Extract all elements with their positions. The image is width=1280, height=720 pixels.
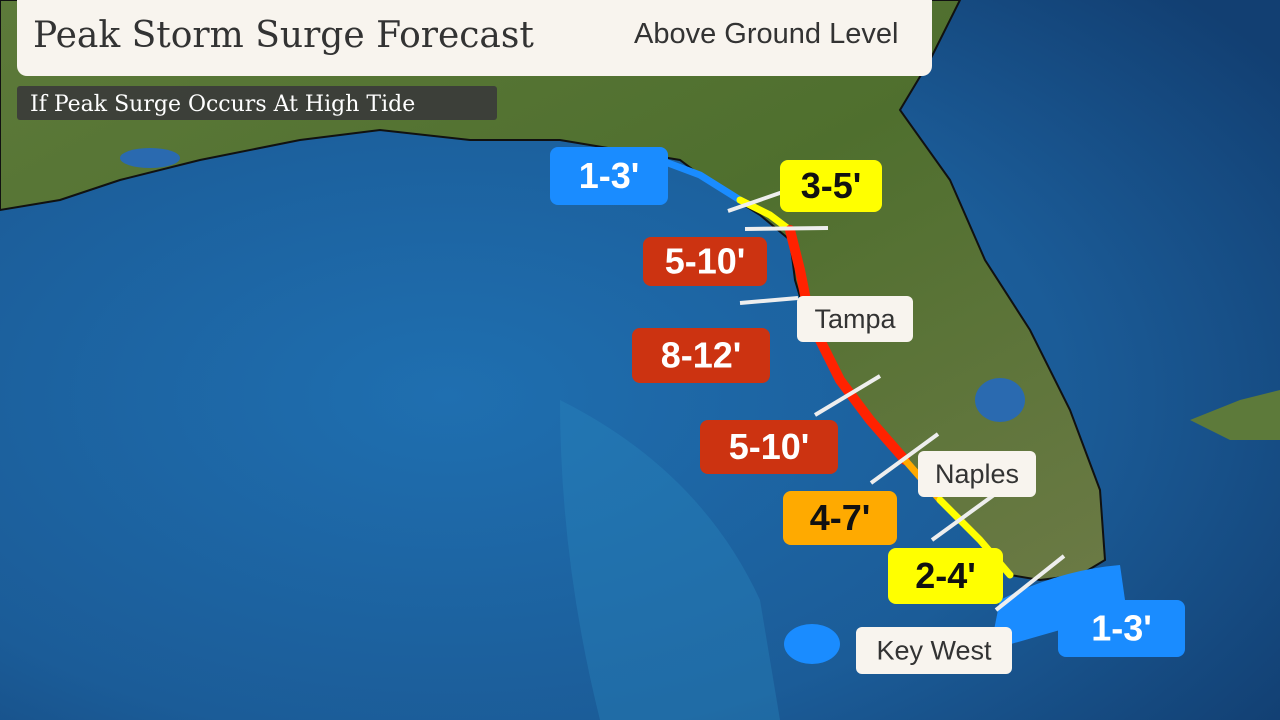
coast-surge — [785, 225, 910, 465]
subtitle-box — [17, 86, 497, 120]
title: Peak Storm Surge Forecast — [33, 15, 534, 56]
divider — [869, 432, 940, 485]
header-box — [17, 0, 932, 76]
divider — [744, 226, 829, 231]
surge-label-box — [643, 237, 767, 286]
surge-area — [784, 624, 840, 664]
divider — [739, 296, 799, 305]
surge-label: 4-7' — [810, 497, 871, 538]
surge-label: 1-3' — [579, 155, 640, 196]
surge-label-box — [783, 491, 897, 545]
surge-label-box — [888, 548, 1003, 604]
surge-label-box — [550, 147, 668, 205]
surge-label-box — [780, 160, 882, 212]
surge-label: 5-10' — [729, 426, 810, 467]
surge-label: 5-10' — [665, 241, 746, 282]
coast-surge — [656, 156, 744, 204]
lake — [120, 148, 180, 168]
city-label: Tampa — [814, 304, 896, 334]
surge-label: 3-5' — [801, 165, 862, 206]
divider — [994, 554, 1066, 612]
labels: 1-3' 3-5'5-10'8-12'5-10'4-7'2-4'1-3'Tampa… — [550, 147, 1185, 674]
shelf — [560, 400, 780, 720]
surge-label-box — [1058, 600, 1185, 657]
surge-label-box — [632, 328, 770, 383]
city-label: Key West — [876, 636, 992, 666]
subtitle: If Peak Surge Occurs At High Tide — [30, 92, 415, 117]
surge-area — [990, 565, 1125, 650]
divider — [930, 490, 1000, 542]
surge-label: 1-3' — [1091, 608, 1152, 649]
surge-label: 2-4' — [915, 555, 976, 596]
bahamas — [1190, 390, 1280, 440]
city-box — [797, 296, 913, 342]
city-label: Naples — [935, 459, 1019, 489]
lake — [975, 378, 1025, 422]
surge-label: 8-12' — [661, 335, 742, 376]
header-label: Above Ground Level — [634, 18, 898, 50]
surge-label-box — [700, 420, 838, 474]
city-box — [856, 627, 1012, 674]
divider — [813, 374, 882, 417]
city-box — [918, 451, 1036, 497]
